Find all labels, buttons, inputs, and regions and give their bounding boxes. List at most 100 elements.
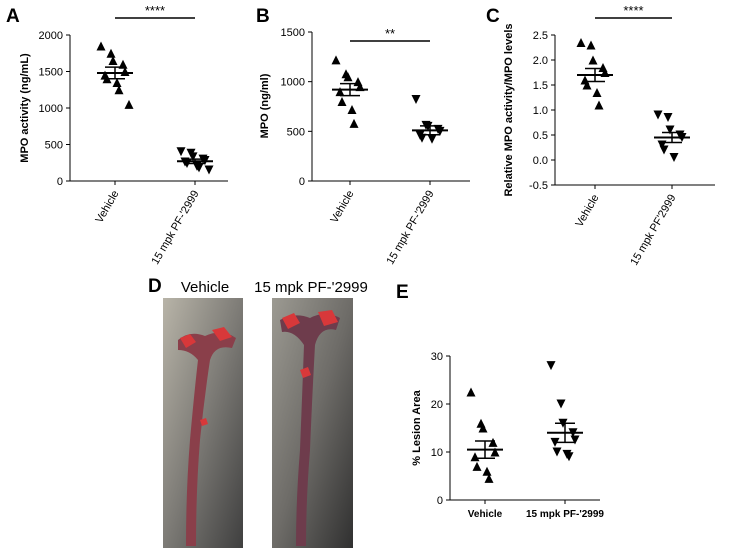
error-bar — [105, 66, 125, 80]
x-tick-label: Vehicle — [468, 509, 503, 520]
data-point — [411, 95, 421, 105]
data-point — [659, 145, 669, 155]
data-point — [96, 41, 106, 51]
data-point — [347, 104, 357, 114]
data-point — [478, 423, 488, 433]
y-tick-label: 500 — [287, 126, 305, 138]
data-point — [108, 56, 118, 66]
data-point — [337, 97, 347, 107]
data-point — [556, 399, 566, 409]
y-tick-label: 10 — [431, 447, 443, 459]
y-tick-label: 1500 — [281, 27, 305, 39]
data-point — [484, 473, 494, 483]
data-point — [335, 87, 345, 97]
x-tick-label: Vehicle — [573, 193, 601, 230]
error-bar — [185, 158, 205, 165]
significance-label: **** — [145, 3, 165, 18]
panel-label: B — [256, 6, 270, 27]
panel-label: A — [6, 6, 20, 27]
x-tick-label: 15 mpk PF-'2999 — [526, 509, 604, 520]
image-caption: Vehicle — [181, 279, 229, 296]
image-caption: 15 mpk PF-'2999 — [254, 279, 368, 296]
y-tick-label: 2000 — [39, 30, 63, 42]
y-tick-label: 0 — [299, 176, 305, 188]
data-point — [188, 152, 198, 162]
data-point — [427, 134, 437, 144]
data-point — [472, 461, 482, 471]
data-point — [564, 452, 574, 462]
x-tick-label: Vehicle — [328, 189, 356, 226]
aorta — [178, 332, 236, 546]
y-axis-label: MPO activity (ng/mL) — [19, 53, 31, 163]
significance-label: **** — [623, 3, 643, 18]
x-tick-label: 15 mpk PF-'2999 — [149, 189, 201, 267]
y-tick-label: 1000 — [281, 77, 305, 89]
image-panel: D Vehicle 15 mpk PF-'2999 — [148, 276, 368, 548]
data-point — [106, 48, 116, 58]
data-point — [663, 113, 673, 122]
data-point — [653, 110, 663, 120]
data-point — [592, 88, 602, 97]
data-point — [194, 163, 204, 173]
data-point — [470, 452, 480, 462]
data-point — [343, 72, 353, 82]
data-point — [582, 80, 592, 90]
y-tick-label: 500 — [45, 140, 63, 152]
data-point — [669, 153, 679, 162]
lesion — [282, 310, 338, 378]
data-point — [114, 85, 124, 95]
y-tick-label: 20 — [431, 399, 443, 411]
panel-label: D — [148, 276, 162, 297]
data-point — [546, 361, 556, 371]
error-bar — [662, 131, 682, 144]
y-tick-label: 1.0 — [533, 105, 548, 117]
y-tick-label: -0.5 — [529, 180, 548, 192]
y-tick-label: 1.5 — [533, 80, 548, 92]
error-bar — [340, 82, 360, 97]
y-tick-label: 0.0 — [533, 155, 548, 167]
aorta — [280, 314, 340, 546]
data-point — [349, 118, 359, 128]
data-point — [331, 55, 341, 65]
error-bar — [585, 67, 605, 83]
data-point — [588, 55, 598, 65]
y-tick-label: 0 — [57, 176, 63, 188]
data-point — [586, 40, 596, 50]
data-point — [112, 77, 122, 87]
y-tick-label: 2.0 — [533, 55, 548, 67]
y-tick-label: 0.5 — [533, 130, 548, 142]
data-point — [466, 387, 476, 397]
y-tick-label: 30 — [431, 351, 443, 363]
y-axis-label: % Lesion Area — [411, 389, 423, 465]
data-point — [204, 165, 214, 175]
y-tick-label: 0 — [437, 495, 443, 507]
data-point — [176, 147, 186, 157]
error-bar — [420, 125, 440, 136]
data-point — [570, 435, 580, 445]
data-point — [594, 100, 604, 110]
y-tick-label: 1500 — [39, 67, 63, 79]
error-bar — [475, 440, 495, 459]
data-point — [482, 466, 492, 476]
y-axis-label: Relative MPO activity/MPO levels — [503, 23, 515, 196]
y-tick-label: 1000 — [39, 103, 63, 115]
panel-label: E — [396, 282, 409, 303]
lesion — [180, 327, 232, 426]
panel-label: C — [486, 6, 500, 27]
x-tick-label: 15 mpk PF'2999 — [628, 193, 678, 268]
data-point — [417, 133, 427, 143]
data-point — [490, 447, 500, 457]
y-axis-label: MPO (ng/ml) — [259, 73, 271, 138]
data-point — [124, 99, 134, 109]
data-point — [552, 447, 562, 457]
x-tick-label: 15 mpk PF-'2999 — [384, 189, 436, 267]
significance-label: ** — [385, 26, 395, 41]
data-point — [488, 437, 498, 447]
y-tick-label: 2.5 — [533, 30, 548, 42]
x-tick-label: Vehicle — [93, 189, 121, 226]
data-point — [576, 38, 586, 47]
data-point — [665, 125, 675, 135]
error-bar — [555, 422, 575, 444]
